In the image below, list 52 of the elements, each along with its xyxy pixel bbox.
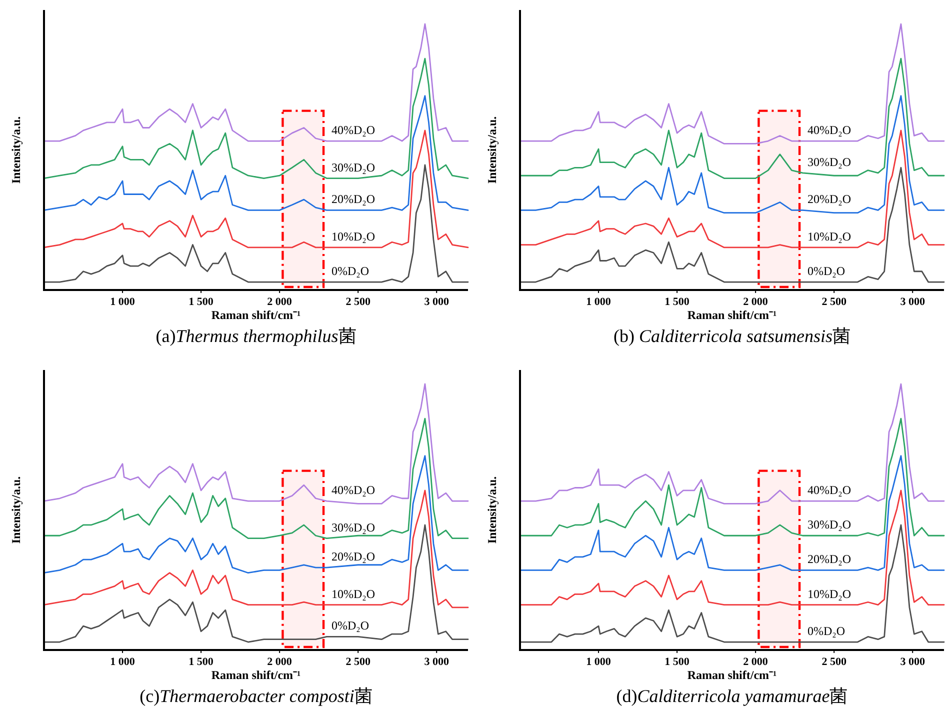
y-axis-title: Intensity/a.u. xyxy=(485,476,499,544)
series-label: 20%D₂O xyxy=(332,550,376,564)
series-label: 20%D₂O xyxy=(808,552,852,566)
series-label: 0%D₂O xyxy=(332,618,370,633)
y-axis-title: Intensity/a.u. xyxy=(9,476,23,544)
x-tick-label: 1 000 xyxy=(586,656,612,668)
x-tick-label: 2 000 xyxy=(743,296,768,308)
x-tick-label: 3 000 xyxy=(900,296,926,308)
y-axis-title: Intensity/a.u. xyxy=(485,116,499,184)
series-label: 10%D₂O xyxy=(808,229,852,244)
x-tick-label: 2 000 xyxy=(267,296,292,308)
series-label: 30%D₂O xyxy=(808,154,852,169)
x-tick-label: 1 500 xyxy=(188,296,214,308)
x-axis-title: Raman shift/cm⁻¹ xyxy=(211,308,302,322)
series-label: 20%D₂O xyxy=(808,192,852,206)
series-label: 10%D₂O xyxy=(808,586,852,601)
x-tick-label: 3 000 xyxy=(424,296,450,308)
x-tick-label: 2 500 xyxy=(822,656,847,668)
y-axis-title: Intensity/a.u. xyxy=(9,116,23,184)
series-label: 10%D₂O xyxy=(332,229,376,244)
x-tick-label: 2 500 xyxy=(346,656,371,668)
x-tick-label: 1 500 xyxy=(664,656,690,668)
x-tick-label: 3 000 xyxy=(424,656,450,668)
x-tick-label: 1 000 xyxy=(110,296,136,308)
x-axis-title: Raman shift/cm⁻¹ xyxy=(687,668,778,682)
series-label: 40%D₂O xyxy=(808,483,852,498)
x-axis-title: Raman shift/cm⁻¹ xyxy=(211,668,302,682)
text: (d)Calditerricola yamamurae菌 xyxy=(616,686,848,706)
x-tick-label: 2 000 xyxy=(267,656,292,668)
series-label: 40%D₂O xyxy=(808,123,852,138)
x-tick-label: 2 500 xyxy=(822,296,847,308)
series-label: 0%D₂O xyxy=(808,264,846,278)
series-label: 30%D₂O xyxy=(332,520,376,534)
series-label: 10%D₂O xyxy=(332,586,376,601)
series-label: 20%D₂O xyxy=(332,192,376,206)
x-tick-label: 1 500 xyxy=(188,656,214,668)
text: (c)Thermaerobacter composti菌 xyxy=(140,686,372,706)
x-tick-label: 1 000 xyxy=(586,296,612,308)
x-tick-label: 1 000 xyxy=(110,656,136,668)
series-label: 40%D₂O xyxy=(332,123,376,138)
series-label: 30%D₂O xyxy=(332,160,376,174)
x-tick-label: 2 500 xyxy=(346,296,371,308)
x-tick-label: 1 500 xyxy=(664,296,690,308)
series-label: 0%D₂O xyxy=(808,624,846,638)
text: (b) Calditerricola satsumensis菌 xyxy=(613,326,851,346)
x-axis-title: Raman shift/cm⁻¹ xyxy=(687,308,778,322)
series-label: 30%D₂O xyxy=(808,518,852,532)
x-tick-label: 2 000 xyxy=(743,656,768,668)
x-tick-label: 3 000 xyxy=(900,656,926,668)
series-label: 0%D₂O xyxy=(332,264,370,278)
series-label: 40%D₂O xyxy=(332,483,376,498)
text: (a)Thermus thermophilus菌 xyxy=(156,326,356,346)
